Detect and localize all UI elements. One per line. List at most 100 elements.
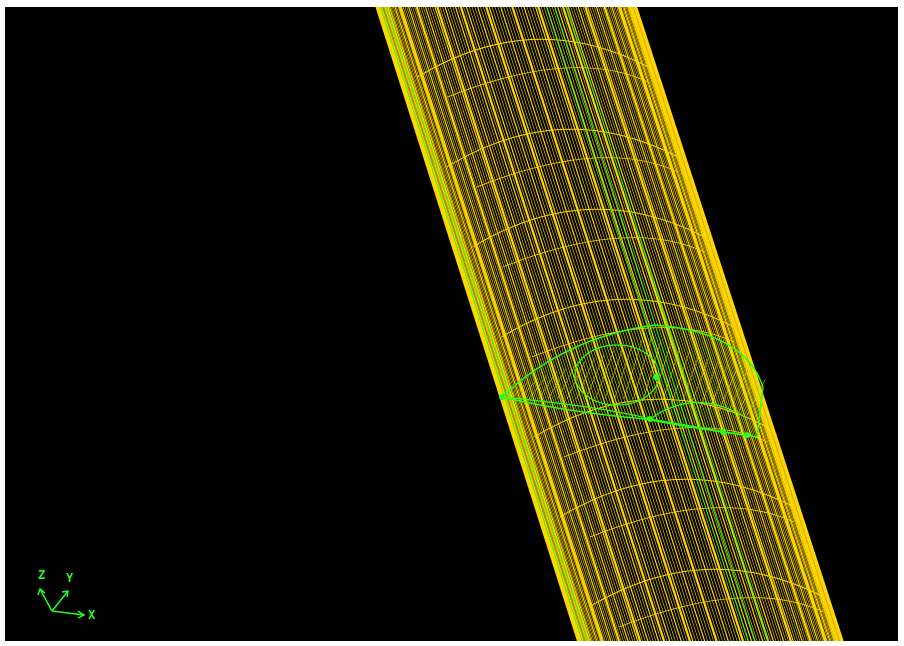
mesh-line bbox=[436, 7, 642, 641]
mesh-line bbox=[491, 7, 697, 641]
mesh-line bbox=[609, 7, 817, 641]
mesh-line bbox=[388, 7, 592, 641]
dome-hatch bbox=[557, 364, 576, 400]
mesh-line bbox=[529, 7, 735, 641]
mesh-line bbox=[594, 7, 801, 641]
mesh-line bbox=[629, 7, 838, 641]
mesh-line bbox=[477, 7, 682, 641]
mesh-line bbox=[630, 7, 838, 641]
z-axis-line bbox=[39, 588, 53, 612]
mesh-arc bbox=[618, 597, 824, 628]
mesh-line bbox=[572, 7, 779, 641]
mesh-line bbox=[463, 7, 668, 641]
mesh-line bbox=[391, 7, 595, 641]
mesh-arc bbox=[447, 67, 649, 98]
mesh-line bbox=[452, 7, 657, 641]
mesh-line bbox=[397, 7, 601, 641]
mesh-arc bbox=[446, 128, 679, 168]
mesh-line bbox=[570, 7, 777, 641]
mesh-line bbox=[449, 7, 654, 641]
mesh-line bbox=[380, 7, 584, 641]
mesh-line bbox=[554, 7, 761, 641]
mesh-line bbox=[420, 7, 624, 641]
mesh-line bbox=[474, 7, 679, 641]
mesh-line bbox=[534, 7, 741, 641]
mesh-line bbox=[406, 7, 610, 641]
mesh-line bbox=[626, 7, 834, 641]
dome-hatch bbox=[614, 343, 633, 400]
mesh-line bbox=[549, 7, 755, 641]
mesh-line bbox=[454, 7, 660, 641]
dome-hatch bbox=[671, 350, 690, 405]
mesh-line bbox=[591, 7, 799, 641]
mesh-line bbox=[414, 7, 618, 641]
mesh-line bbox=[465, 7, 671, 641]
mesh-line bbox=[603, 7, 812, 641]
dome-hatch bbox=[680, 354, 700, 406]
mesh-line bbox=[415, 7, 621, 641]
mesh-arc bbox=[559, 478, 795, 518]
mesh-line bbox=[404, 7, 608, 641]
mesh-line bbox=[622, 7, 829, 641]
y-axis-line bbox=[51, 590, 69, 612]
mesh-line bbox=[584, 7, 792, 641]
mesh-line bbox=[561, 7, 770, 641]
mesh-arc bbox=[533, 398, 768, 438]
mesh-line bbox=[506, 7, 711, 641]
mesh-line bbox=[387, 7, 591, 641]
mesh-line bbox=[614, 7, 822, 641]
mesh-line bbox=[381, 7, 585, 641]
mesh-line bbox=[377, 7, 580, 641]
mesh-line bbox=[383, 7, 586, 641]
mesh-line bbox=[600, 7, 807, 641]
mesh-line bbox=[537, 7, 745, 641]
dome-hatch bbox=[528, 375, 548, 400]
axis-triad: Z Y X bbox=[37, 568, 96, 622]
dome-hatch bbox=[538, 371, 557, 400]
mesh-line bbox=[580, 7, 787, 641]
mesh-line bbox=[444, 7, 649, 641]
yellow-mesh-lines bbox=[375, 7, 844, 641]
mesh-line bbox=[598, 7, 805, 641]
dome-hatch bbox=[623, 340, 643, 400]
dome-hatch bbox=[604, 347, 624, 400]
mesh-line bbox=[560, 7, 766, 641]
z-axis-arrow bbox=[37, 587, 46, 596]
dome-hatch bbox=[728, 371, 747, 413]
mesh-line bbox=[471, 7, 676, 641]
mesh-line bbox=[546, 7, 753, 641]
mesh-line bbox=[410, 7, 614, 641]
mesh-line bbox=[382, 7, 585, 641]
mesh-line bbox=[459, 7, 666, 641]
dome-hatch bbox=[547, 368, 567, 400]
mesh-line bbox=[485, 7, 692, 641]
mesh-line bbox=[503, 7, 708, 641]
mesh-line bbox=[589, 7, 796, 641]
dome-hatch bbox=[661, 347, 681, 403]
y-axis-label: Y bbox=[66, 571, 74, 585]
mesh-line bbox=[480, 7, 685, 641]
mesh-line bbox=[424, 7, 629, 641]
vertex-marker bbox=[499, 394, 505, 400]
3d-viewport[interactable]: Z Y X bbox=[5, 7, 898, 641]
mesh-line bbox=[488, 7, 694, 641]
mesh-line bbox=[587, 7, 794, 641]
x-axis-label: X bbox=[88, 608, 96, 622]
mesh-line bbox=[468, 7, 673, 641]
vertex-marker bbox=[647, 416, 653, 422]
dome-hatch bbox=[509, 382, 529, 400]
vertex-marker bbox=[653, 374, 659, 380]
mesh-line bbox=[511, 7, 718, 641]
mesh-line bbox=[540, 7, 747, 641]
dome-hatch bbox=[585, 354, 605, 400]
mesh-arc bbox=[417, 38, 649, 78]
mesh-arc bbox=[501, 298, 735, 338]
dome-hatch bbox=[709, 364, 728, 410]
mesh-line bbox=[400, 7, 605, 641]
mesh-line bbox=[393, 7, 596, 641]
mesh-line bbox=[515, 7, 720, 641]
mesh-line bbox=[497, 7, 702, 641]
edge-line bbox=[566, 7, 769, 641]
dome-hatch bbox=[566, 361, 586, 400]
mesh-line bbox=[620, 7, 828, 641]
